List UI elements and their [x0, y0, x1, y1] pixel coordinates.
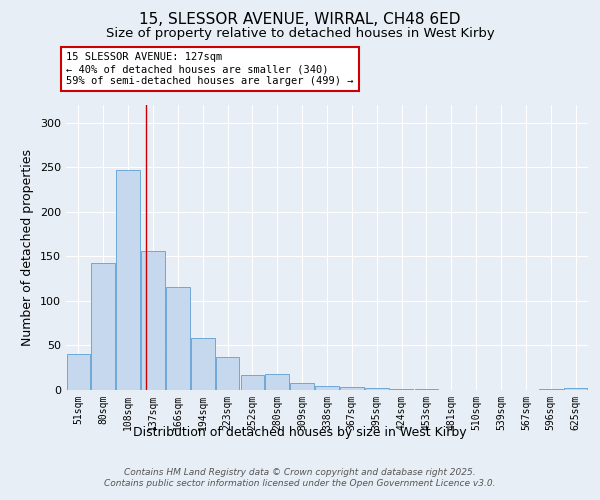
- Bar: [365, 388, 389, 390]
- Bar: [265, 374, 289, 390]
- Bar: [116, 170, 140, 390]
- Bar: [415, 389, 438, 390]
- Text: 15 SLESSOR AVENUE: 127sqm
← 40% of detached houses are smaller (340)
59% of semi: 15 SLESSOR AVENUE: 127sqm ← 40% of detac…: [66, 52, 353, 86]
- Bar: [539, 389, 563, 390]
- Bar: [216, 357, 239, 390]
- Text: Contains HM Land Registry data © Crown copyright and database right 2025.
Contai: Contains HM Land Registry data © Crown c…: [104, 468, 496, 487]
- Bar: [67, 354, 90, 390]
- Bar: [241, 375, 264, 390]
- Bar: [340, 388, 364, 390]
- Text: Distribution of detached houses by size in West Kirby: Distribution of detached houses by size …: [133, 426, 467, 439]
- Bar: [166, 286, 190, 390]
- Text: Size of property relative to detached houses in West Kirby: Size of property relative to detached ho…: [106, 28, 494, 40]
- Bar: [315, 386, 339, 390]
- Text: 15, SLESSOR AVENUE, WIRRAL, CH48 6ED: 15, SLESSOR AVENUE, WIRRAL, CH48 6ED: [139, 12, 461, 28]
- Y-axis label: Number of detached properties: Number of detached properties: [22, 149, 34, 346]
- Bar: [564, 388, 587, 390]
- Bar: [91, 262, 115, 390]
- Bar: [290, 383, 314, 390]
- Bar: [390, 389, 413, 390]
- Bar: [141, 251, 165, 390]
- Bar: [191, 338, 215, 390]
